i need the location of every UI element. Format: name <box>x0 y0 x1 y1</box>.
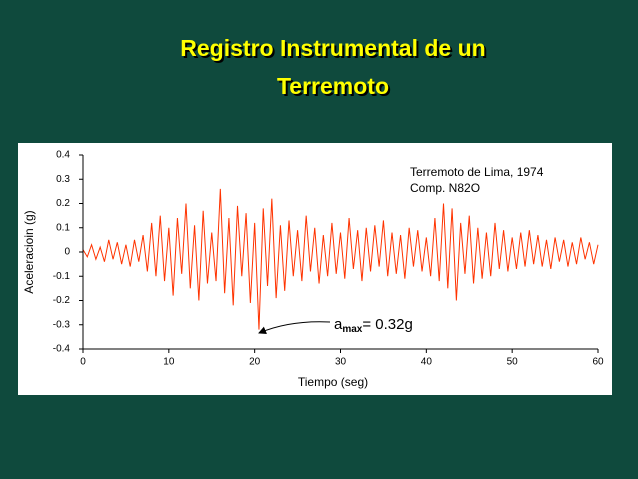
y-tick-label: -0.1 <box>53 271 71 282</box>
x-tick-label: 10 <box>163 357 175 368</box>
x-tick-label: 60 <box>592 357 604 368</box>
title-line: Terremoto <box>277 73 389 99</box>
title-line: Registro Instrumental de un <box>180 35 485 61</box>
y-tick-label: -0.4 <box>53 344 71 355</box>
plot: 0.4 0.3 0.2 0.1 0 -0.1 -0.2 -0.3 -0.4 0 10 20 30 40 50… <box>53 150 604 368</box>
title-shadow: Registro Instrumental de un <box>182 37 487 63</box>
x-tick-label: 20 <box>249 357 261 368</box>
y-tick-label: 0.3 <box>56 174 70 185</box>
chart-panel <box>18 143 612 395</box>
x-tick-label: 40 <box>421 357 433 368</box>
y-tick-label: -0.2 <box>53 295 71 306</box>
annotation: Terremoto de Lima, 1974 <box>410 165 544 179</box>
y-axis-label: Aceleracioin (g) <box>22 210 36 293</box>
x-tick-label: 50 <box>507 357 519 368</box>
y-tick-label: 0 <box>64 247 70 258</box>
x-tick-label: 0 <box>80 357 86 368</box>
y-tick-label: -0.3 <box>53 319 71 330</box>
x-axis-label: Tiempo (seg) <box>298 375 368 389</box>
peak-sub: max <box>342 324 362 335</box>
annotation: Comp. N82O <box>410 181 480 195</box>
signal-line <box>82 188 599 330</box>
title-shadow: Terremoto <box>279 75 391 101</box>
peak-annotation: amax= 0.32g <box>334 316 413 335</box>
peak-base: a <box>334 316 343 333</box>
x-tick-label: 30 <box>335 357 347 368</box>
peak-arrow <box>258 321 331 334</box>
y-tick-label: 0.4 <box>56 150 70 161</box>
y-tick-label: 0.1 <box>56 222 70 233</box>
y-tick-label: 0.2 <box>56 198 70 209</box>
peak-rest: = 0.32g <box>362 316 412 333</box>
